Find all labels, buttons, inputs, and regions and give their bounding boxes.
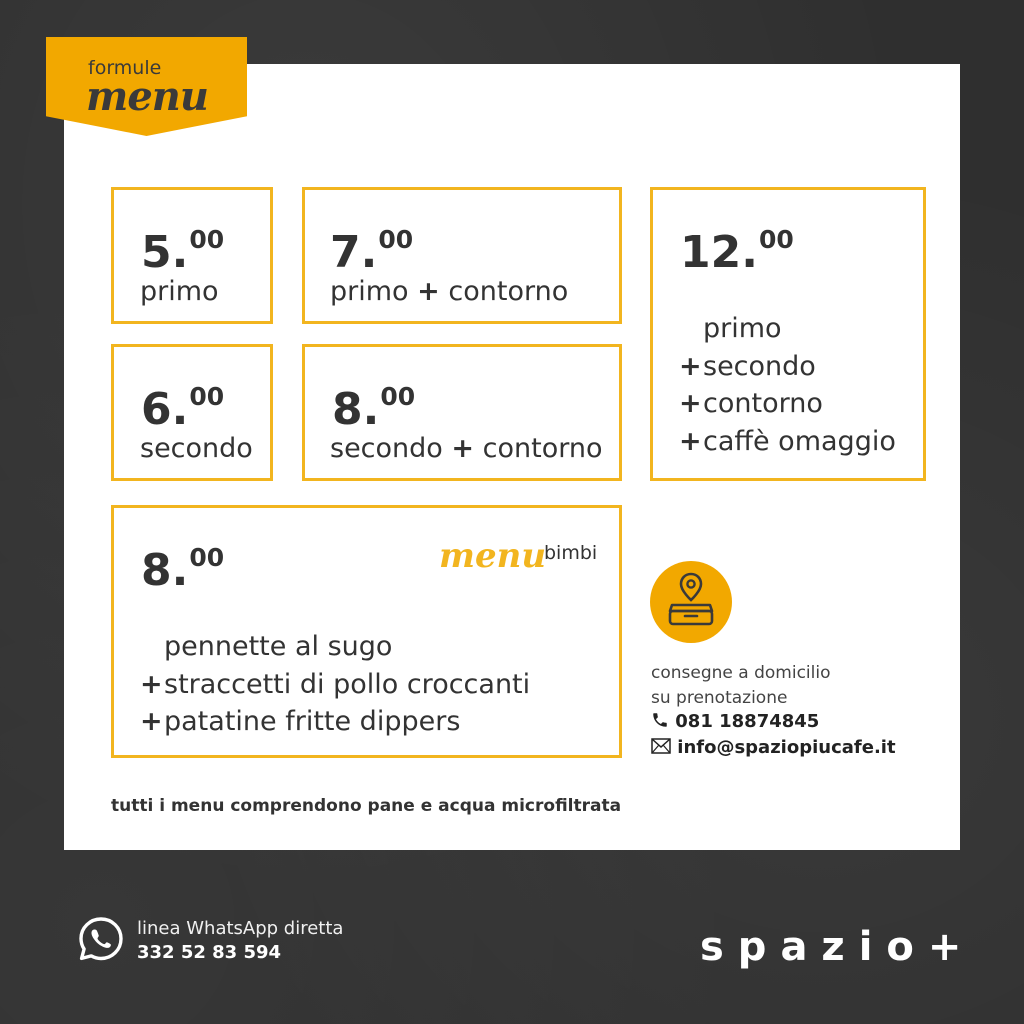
- desc-text: contorno: [448, 276, 569, 307]
- ribbon-small-text: formule: [88, 57, 162, 79]
- price: 8.00: [332, 384, 415, 432]
- price-dec: 00: [380, 382, 416, 411]
- price: 5.00: [141, 227, 224, 275]
- delivery-box-icon: [668, 572, 714, 626]
- line-text: patatine fritte dippers: [164, 706, 461, 737]
- ribbon-big-text: menu: [86, 73, 209, 120]
- bimbi-script-text: menu: [439, 536, 547, 576]
- bimbi-line: pennette al sugo: [140, 628, 530, 666]
- phone-icon: [653, 713, 667, 727]
- price-dec: 00: [758, 225, 794, 254]
- bimbi-word: bimbi: [544, 542, 598, 564]
- price-int: 8.: [141, 545, 189, 596]
- brand-logo: spazio+: [700, 924, 976, 970]
- formula-desc: secondo + contorno: [330, 435, 602, 462]
- delivery-line-2: su prenotazione: [651, 688, 788, 708]
- line-text: caffè omaggio: [703, 425, 896, 457]
- formula-line: +secondo: [679, 348, 896, 386]
- delivery-line-1: consegne a domicilio: [651, 663, 831, 683]
- price-int: 5.: [141, 227, 189, 278]
- formula-line: +caffè omaggio: [679, 423, 896, 461]
- formula-desc: primo + contorno: [330, 278, 568, 305]
- plus-sign: +: [140, 668, 163, 700]
- phone-number: 081 18874845: [675, 711, 820, 732]
- desc-text: secondo: [330, 433, 443, 464]
- whatsapp-icon[interactable]: [77, 915, 125, 963]
- desc-text: contorno: [482, 433, 603, 464]
- price-int: 6.: [141, 384, 189, 435]
- line-text: primo: [703, 313, 782, 344]
- formula-box-completo: 12.00 primo +secondo +contorno +caffè om…: [650, 187, 926, 481]
- menu-ribbon: formule menu: [46, 37, 247, 136]
- price-int: 12.: [680, 227, 758, 278]
- price: 8.00: [141, 545, 224, 593]
- price-int: 8.: [332, 384, 380, 435]
- mail-icon: [651, 738, 671, 754]
- email-address: info@spaziopiucafe.it: [677, 737, 896, 758]
- delivery-phone[interactable]: 081 18874845: [651, 711, 819, 732]
- desc-text: secondo: [140, 433, 253, 464]
- formula-box-primo: 5.00 primo: [111, 187, 273, 324]
- line-text: secondo: [703, 350, 816, 382]
- plus-sign: +: [417, 276, 440, 307]
- price: 6.00: [141, 384, 224, 432]
- formula-desc: primo: [140, 278, 219, 305]
- price-dec: 00: [189, 382, 225, 411]
- whatsapp-number[interactable]: 332 52 83 594: [137, 942, 282, 963]
- price: 12.00: [680, 227, 794, 275]
- bimbi-line: +straccetti di pollo croccanti: [140, 666, 530, 704]
- bimbi-lines: pennette al sugo +straccetti di pollo cr…: [140, 628, 530, 741]
- menu-note: tutti i menu comprendono pane e acqua mi…: [111, 796, 622, 816]
- plus-sign: +: [140, 706, 163, 737]
- delivery-icon: [650, 561, 732, 643]
- price-dec: 00: [378, 225, 414, 254]
- price: 7.00: [330, 227, 413, 275]
- price-dec: 00: [189, 225, 225, 254]
- formula-line: primo: [679, 310, 896, 348]
- price-int: 7.: [330, 227, 378, 278]
- whatsapp-label: linea WhatsApp diretta: [137, 918, 344, 939]
- formula-box-secondo-contorno: 8.00 secondo + contorno: [302, 344, 622, 481]
- line-text: contorno: [703, 388, 823, 419]
- bimbi-line: +patatine fritte dippers: [140, 703, 530, 741]
- desc-text: primo: [140, 276, 219, 307]
- plus-sign: +: [679, 350, 702, 382]
- plus-sign: +: [679, 388, 702, 419]
- line-text: straccetti di pollo croccanti: [164, 668, 531, 700]
- menu-bimbi-box: 8.00 menu bimbi pennette al sugo +stracc…: [111, 505, 622, 758]
- formula-box-secondo: 6.00 secondo: [111, 344, 273, 481]
- line-text: pennette al sugo: [164, 631, 393, 662]
- delivery-email[interactable]: info@spaziopiucafe.it: [651, 737, 896, 758]
- plus-sign: +: [679, 425, 702, 457]
- price-dec: 00: [189, 543, 225, 572]
- formula-box-primo-contorno: 7.00 primo + contorno: [302, 187, 622, 324]
- formula-desc: secondo: [140, 435, 253, 462]
- formula-lines: primo +secondo +contorno +caffè omaggio: [679, 310, 896, 460]
- formula-line: +contorno: [679, 385, 896, 423]
- plus-sign: +: [451, 433, 475, 464]
- desc-text: primo: [330, 276, 409, 307]
